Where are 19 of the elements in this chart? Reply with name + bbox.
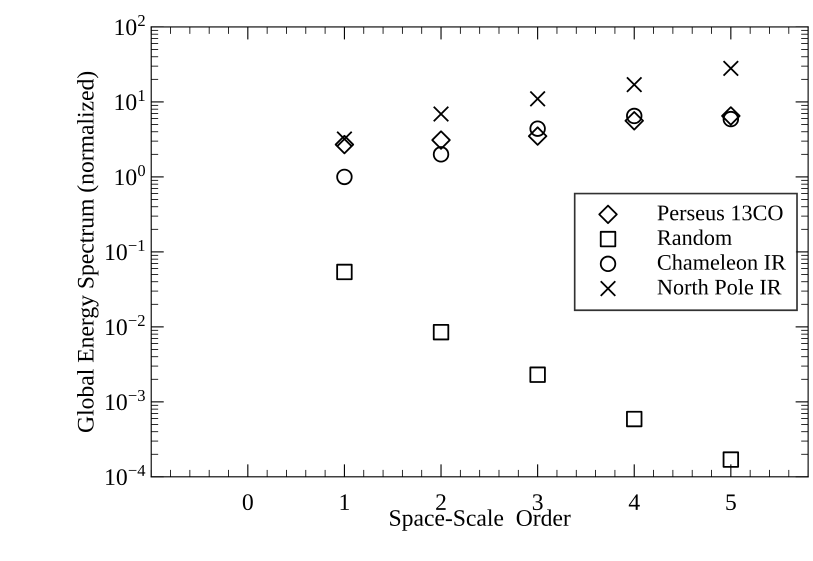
x-tick-label: 0 xyxy=(242,494,253,510)
legend-label: Chameleon IR xyxy=(658,254,786,270)
y-tick-label: 10$^{0}$ xyxy=(116,165,146,186)
x-tick-label: 1 xyxy=(340,494,349,510)
x-axis-title: Space-Scale Order xyxy=(390,509,571,531)
x-tick-label: 2 xyxy=(436,494,446,510)
y-tick-label: 10$^{−2}$ xyxy=(106,315,145,336)
y-tick-label: 10$^{1}$ xyxy=(116,90,145,110)
y-tick-label: 10$^{2}$ xyxy=(116,15,145,36)
legend-label: Perseus 13CO xyxy=(658,205,783,220)
y-axis-title: Global Energy Spectrum (normalized) xyxy=(77,72,99,432)
y-tick-label: 10$^{−3}$ xyxy=(106,390,145,410)
legend-label: Random xyxy=(658,230,732,246)
y-tick-label: 10$^{−4}$ xyxy=(106,464,146,486)
x-tick-label: 4 xyxy=(628,494,640,510)
y-tick-label: 10$^{−1}$ xyxy=(106,240,145,260)
x-tick-label: 5 xyxy=(726,494,736,510)
legend-label: North Pole IR xyxy=(658,278,782,295)
x-tick-label: 3 xyxy=(532,494,543,510)
